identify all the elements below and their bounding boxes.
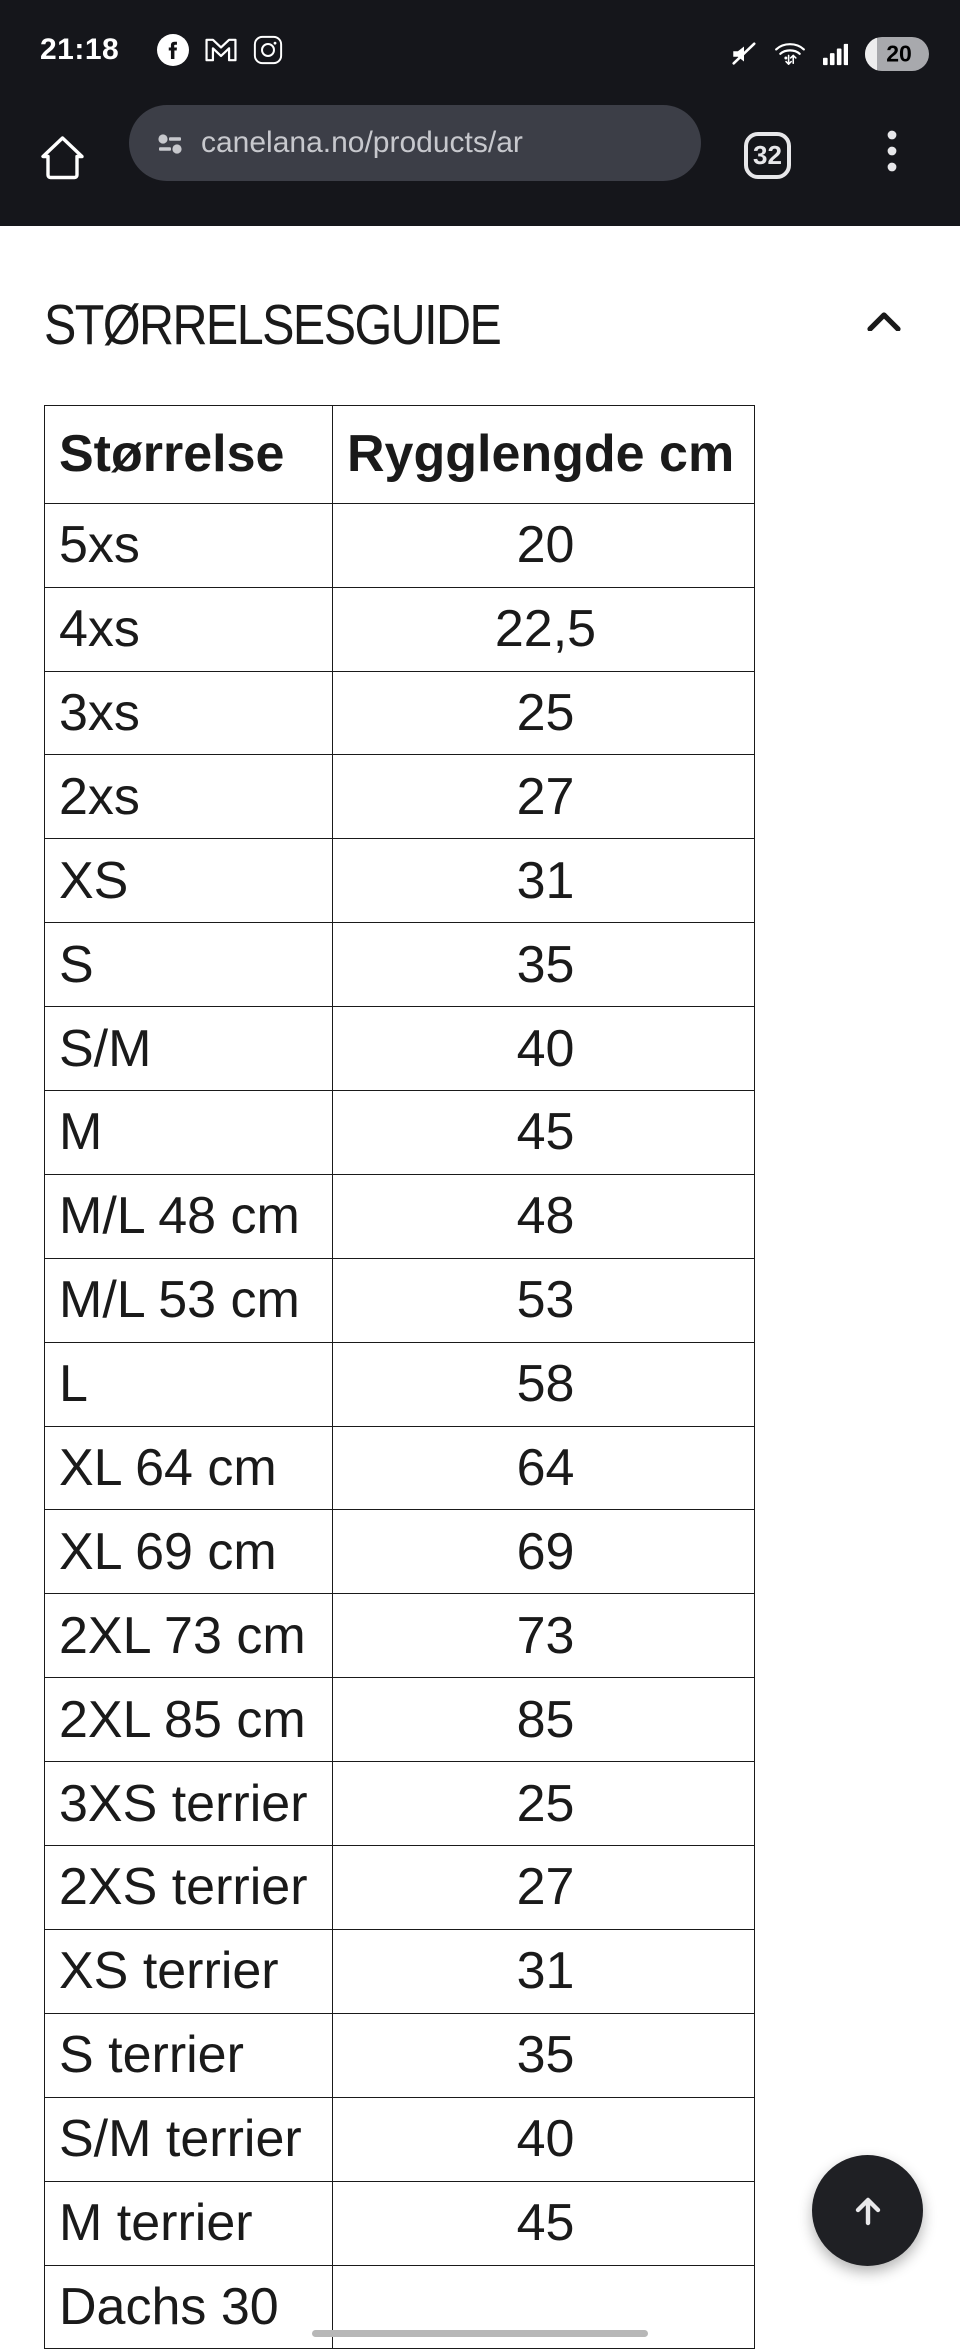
svg-text:20: 20 xyxy=(886,41,912,67)
